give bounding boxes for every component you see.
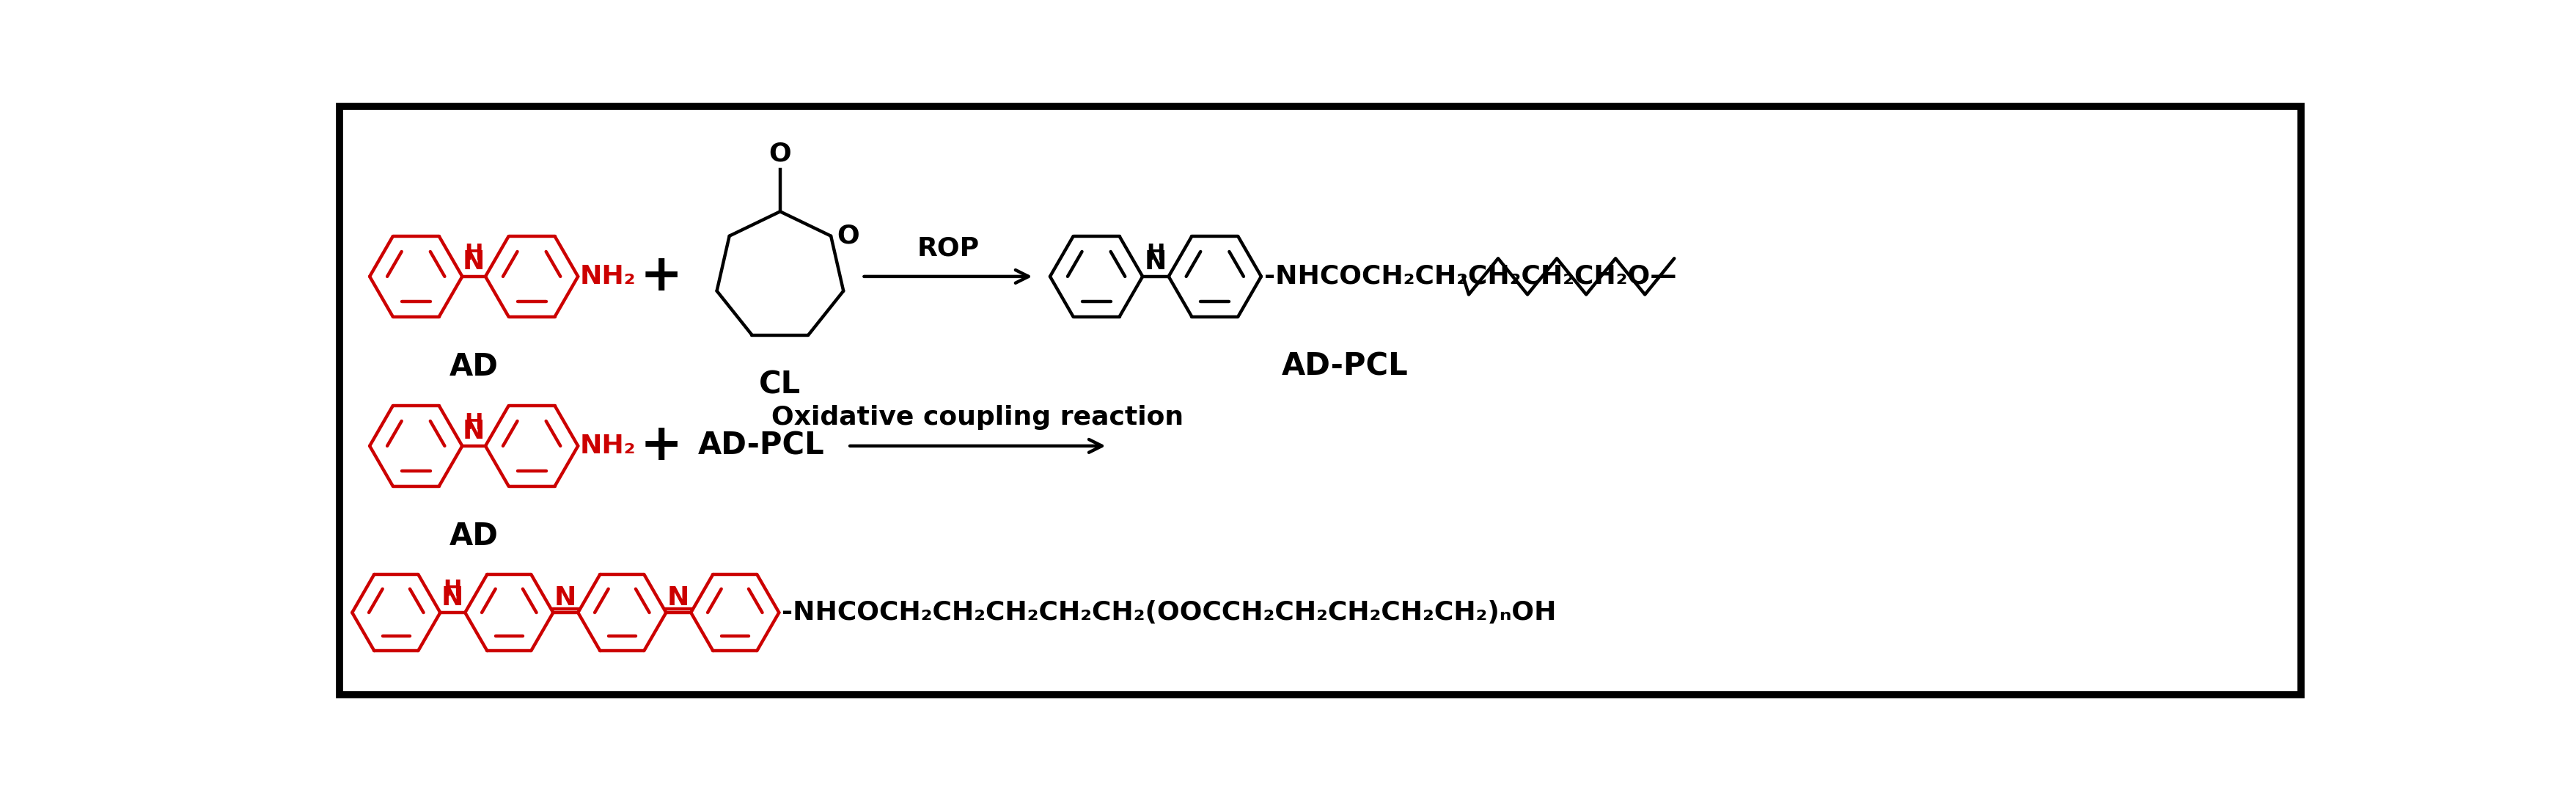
Text: O: O: [768, 141, 791, 167]
Text: N: N: [464, 419, 484, 443]
Text: H: H: [1146, 243, 1164, 264]
Text: AD-PCL: AD-PCL: [698, 431, 824, 462]
Text: N: N: [667, 585, 690, 611]
Text: +: +: [641, 421, 683, 470]
Text: Oxidative coupling reaction: Oxidative coupling reaction: [773, 405, 1185, 430]
Text: N: N: [464, 249, 484, 274]
Text: N: N: [1144, 249, 1167, 274]
Text: -NHCOCH₂CH₂CH₂CH₂CH₂O—: -NHCOCH₂CH₂CH₂CH₂CH₂O—: [1265, 264, 1677, 289]
Text: NH₂: NH₂: [580, 264, 636, 289]
Text: CL: CL: [760, 370, 801, 400]
Text: H: H: [464, 243, 484, 264]
Text: +: +: [641, 252, 683, 301]
Text: AD: AD: [448, 351, 497, 382]
Text: H: H: [464, 412, 484, 434]
Text: H: H: [443, 579, 461, 600]
Text: AD-PCL: AD-PCL: [1280, 351, 1409, 382]
Text: NH₂: NH₂: [580, 434, 636, 458]
Text: ROP: ROP: [917, 236, 979, 261]
Text: N: N: [440, 585, 464, 611]
Text: O: O: [837, 224, 860, 248]
Text: N: N: [554, 585, 577, 611]
Text: AD: AD: [448, 520, 497, 551]
Text: -NHCOCH₂CH₂CH₂CH₂CH₂(OOCCH₂CH₂CH₂CH₂CH₂)ₙOH: -NHCOCH₂CH₂CH₂CH₂CH₂(OOCCH₂CH₂CH₂CH₂CH₂)…: [783, 600, 1556, 625]
